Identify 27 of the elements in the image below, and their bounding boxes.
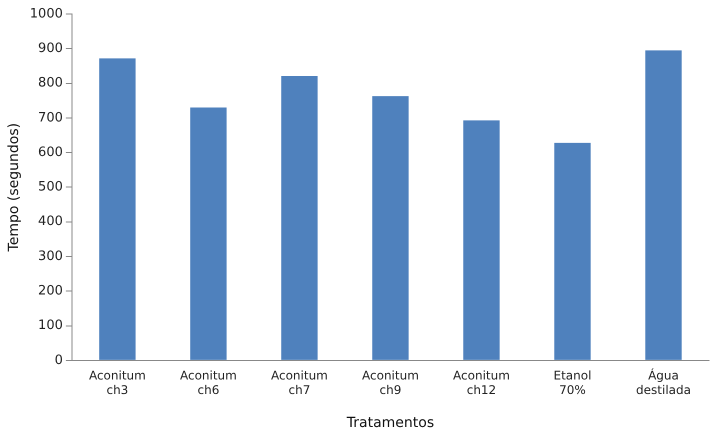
bar <box>190 108 227 360</box>
bar <box>372 96 409 360</box>
y-tick-label: 0 <box>54 352 63 368</box>
y-tick-label: 800 <box>38 76 63 91</box>
y-tick-label: 900 <box>38 41 63 56</box>
y-tick-label: 600 <box>38 144 63 160</box>
y-tick-label: 100 <box>38 318 63 334</box>
y-tick-label: 200 <box>38 283 63 298</box>
y-tick-label: 500 <box>38 180 63 195</box>
bar <box>645 50 682 360</box>
y-tick-label: 700 <box>38 110 63 126</box>
x-tick-label: Aconitum ch7 <box>270 368 328 398</box>
x-tick-label: Água destilada <box>636 368 691 398</box>
bar <box>99 58 136 360</box>
x-tick-label: Aconitum ch12 <box>453 368 510 398</box>
x-tick-label: Aconitum ch3 <box>88 368 146 398</box>
y-tick-label: 300 <box>38 248 63 264</box>
bar <box>554 142 591 360</box>
bar <box>281 76 318 360</box>
y-tick-label: 400 <box>38 214 63 230</box>
y-axis-title: Tempo (segundos) <box>6 122 22 252</box>
x-tick-label: Aconitum ch9 <box>362 368 419 398</box>
x-axis-title: Tratamentos <box>346 415 434 432</box>
x-tick-label: Aconitum ch6 <box>180 368 237 398</box>
bar <box>463 120 500 360</box>
x-tick-label: Etanol 70% <box>554 368 592 398</box>
y-tick-label: 1000 <box>30 6 63 22</box>
